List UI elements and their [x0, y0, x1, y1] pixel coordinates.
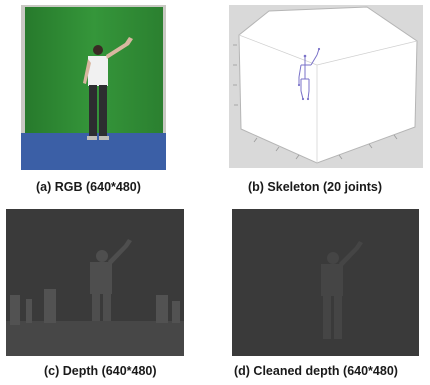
skeleton-plot — [229, 5, 423, 168]
depth-floor — [6, 321, 184, 356]
axis-ticks — [233, 44, 398, 160]
caption-skeleton: (b) Skeleton (20 joints) — [248, 180, 383, 194]
depth-clutter — [10, 289, 180, 325]
depth-map — [6, 209, 184, 356]
skeleton-figure — [298, 48, 320, 100]
rgb-photo — [21, 5, 166, 170]
depth-panel — [6, 209, 184, 356]
rgb-image-panel — [21, 5, 166, 170]
plot-box — [238, 6, 418, 164]
skeleton-plot-panel — [229, 5, 423, 168]
caption-depth: (c) Depth (640*480) — [44, 364, 157, 378]
depth-person — [90, 239, 132, 337]
cleaned-depth-person — [321, 241, 363, 339]
cleaned-depth-map — [232, 209, 419, 356]
person — [83, 37, 133, 140]
caption-rgb: (a) RGB (640*480) — [36, 180, 141, 194]
caption-cleaned-depth: (d) Cleaned depth (640*480) — [234, 364, 398, 378]
cleaned-depth-panel — [232, 209, 419, 356]
